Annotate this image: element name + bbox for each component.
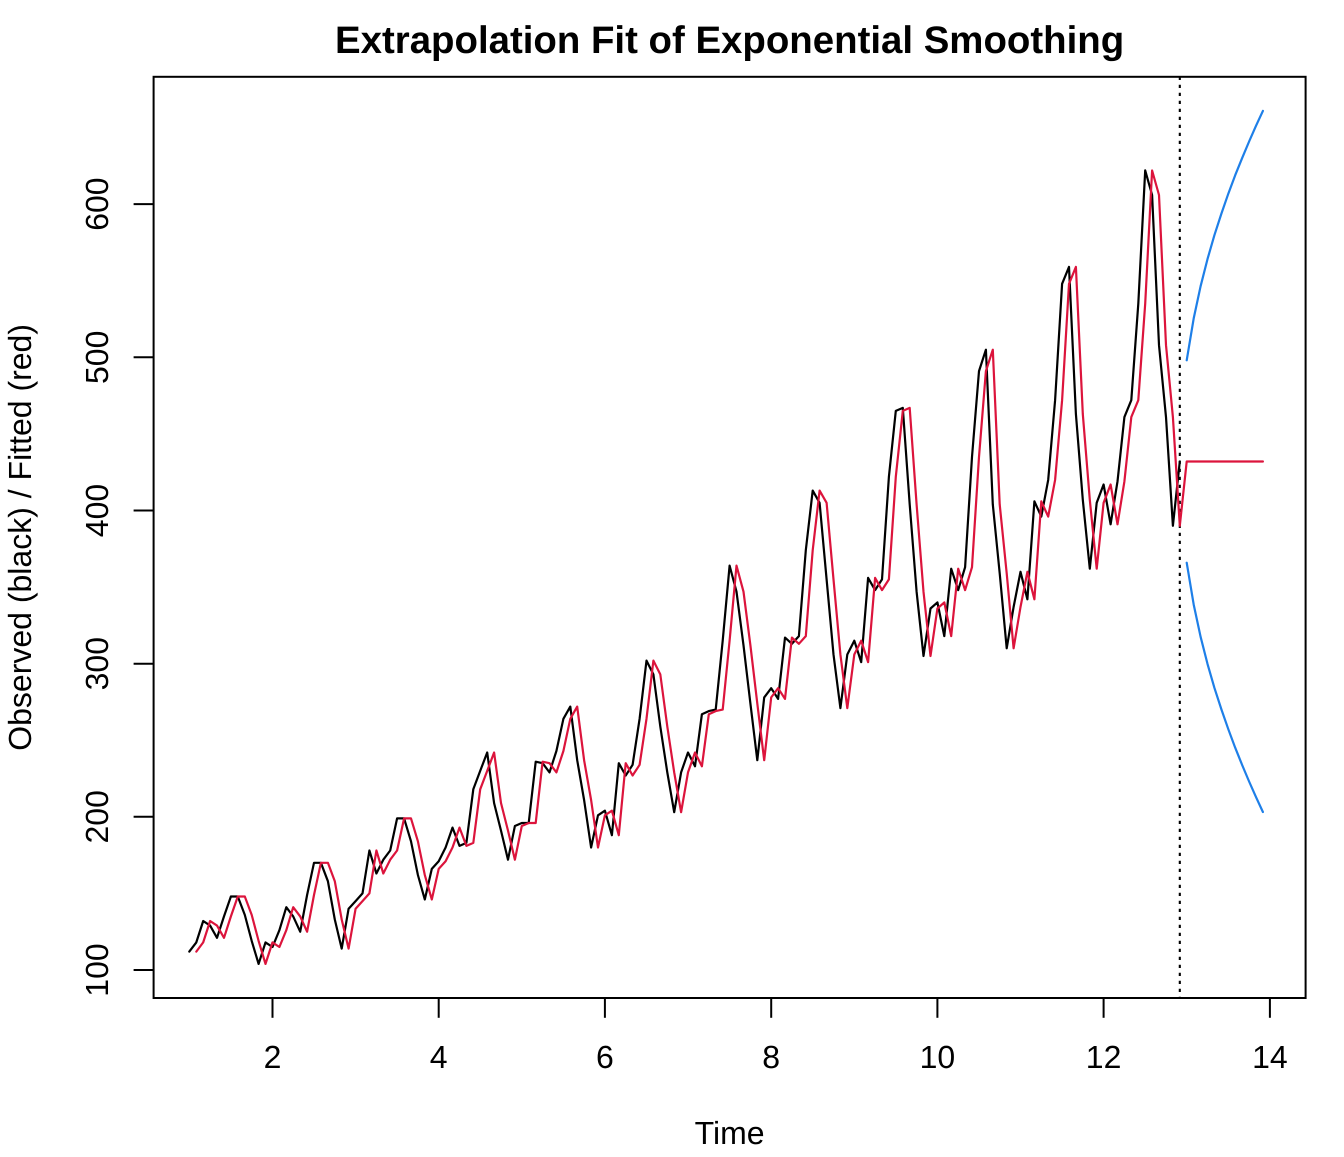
svg-text:500: 500 xyxy=(79,331,115,384)
svg-text:Extrapolation Fit of Exponenti: Extrapolation Fit of Exponential Smoothi… xyxy=(335,19,1124,62)
svg-text:14: 14 xyxy=(1252,1039,1288,1075)
svg-text:2: 2 xyxy=(264,1039,282,1075)
svg-text:4: 4 xyxy=(430,1039,448,1075)
svg-text:400: 400 xyxy=(79,484,115,537)
svg-text:Time: Time xyxy=(695,1115,765,1151)
svg-text:300: 300 xyxy=(79,637,115,690)
svg-text:100: 100 xyxy=(79,943,115,996)
svg-text:200: 200 xyxy=(79,790,115,843)
svg-text:6: 6 xyxy=(596,1039,614,1075)
svg-text:Observed (black) / Fitted (red: Observed (black) / Fitted (red) xyxy=(2,324,38,751)
svg-text:12: 12 xyxy=(1086,1039,1122,1075)
svg-text:8: 8 xyxy=(762,1039,780,1075)
svg-text:10: 10 xyxy=(920,1039,956,1075)
svg-text:600: 600 xyxy=(79,177,115,230)
